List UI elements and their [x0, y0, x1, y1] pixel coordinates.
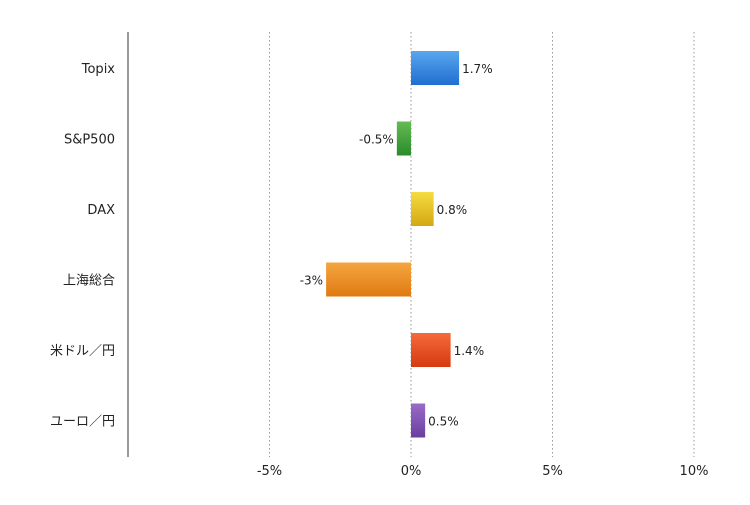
bars	[326, 51, 460, 438]
category-label: 米ドル／円	[50, 344, 115, 359]
x-tick-label: 0%	[401, 464, 422, 479]
category-label: S&P500	[64, 133, 115, 148]
category-label: ユーロ／円	[50, 415, 115, 430]
data-label: -0.5%	[359, 133, 394, 147]
category-label: Topix	[81, 62, 116, 77]
category-label: DAX	[87, 203, 115, 218]
data-label: 0.8%	[437, 203, 468, 217]
bar	[396, 121, 411, 156]
labels: -5% 0% 5% 10% Topix 1.7% S&P500 -0.5% DAX 0.8% 上海総…	[50, 62, 708, 479]
bar	[411, 403, 426, 438]
bar	[411, 333, 451, 367]
gridlines	[269, 32, 695, 457]
x-tick-label: 10%	[680, 464, 709, 479]
data-label: 1.4%	[454, 344, 485, 358]
data-label: 0.5%	[428, 415, 459, 429]
x-tick-label: 5%	[542, 464, 563, 479]
bar	[411, 51, 460, 85]
data-label: -3%	[300, 274, 323, 288]
x-tick-label: -5%	[257, 464, 282, 479]
bar	[411, 192, 434, 226]
category-label: 上海総合	[63, 274, 115, 289]
data-label: 1.7%	[462, 62, 493, 76]
bar	[326, 262, 411, 297]
